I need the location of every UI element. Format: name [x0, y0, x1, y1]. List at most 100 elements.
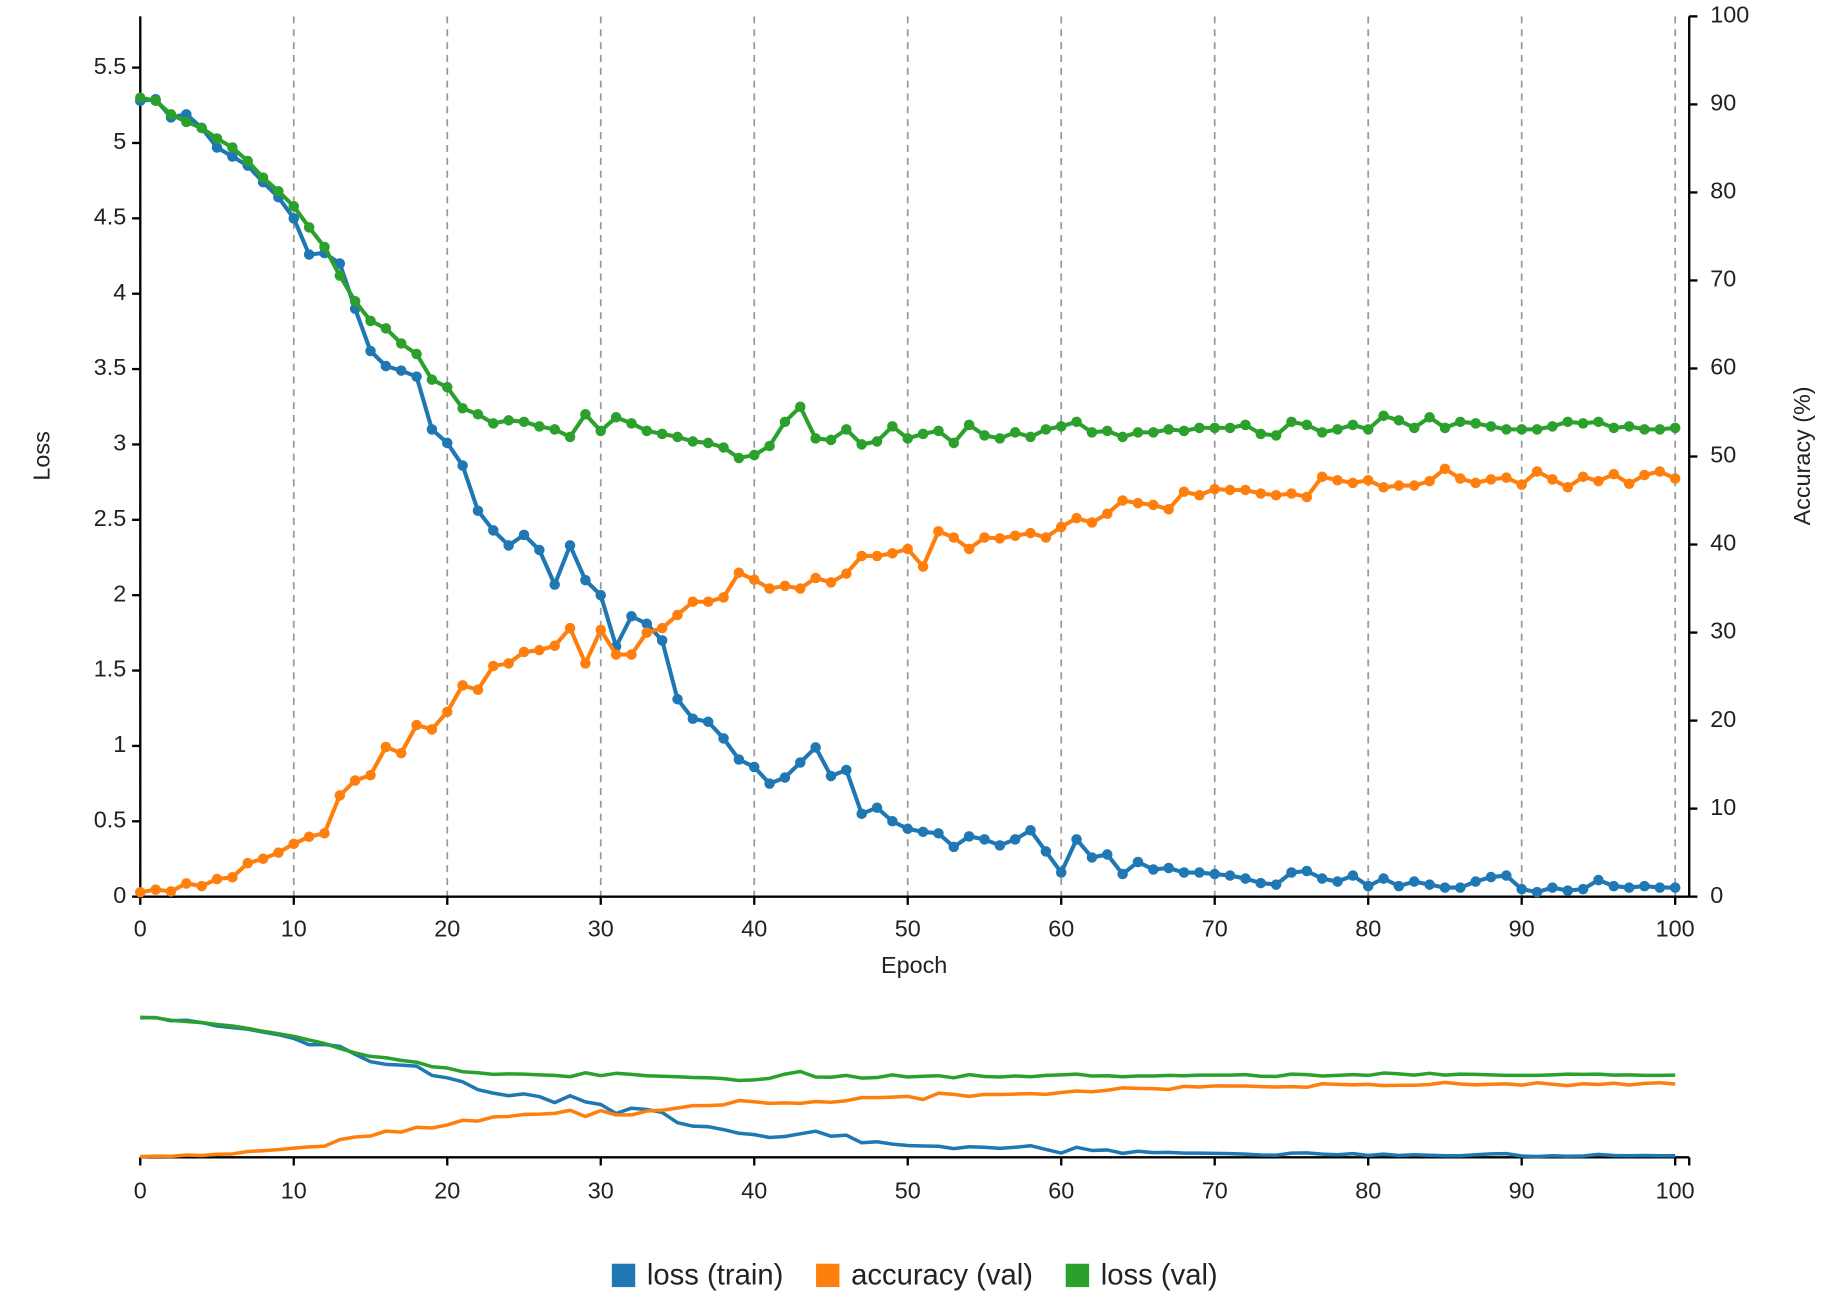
data-point — [273, 847, 284, 858]
data-point — [150, 884, 161, 895]
data-point — [1362, 475, 1374, 486]
y2-tick-label: 0 — [1710, 882, 1723, 908]
data-point — [1623, 882, 1635, 893]
data-point — [1516, 424, 1527, 435]
legend-label: loss (val) — [1101, 1259, 1218, 1291]
data-point — [810, 433, 821, 444]
y-tick-label: 0 — [113, 882, 126, 908]
data-point — [795, 401, 806, 413]
data-point — [1270, 489, 1282, 501]
data-point — [917, 826, 929, 838]
data-point — [656, 428, 668, 440]
data-point — [457, 680, 468, 691]
data-point — [349, 295, 361, 307]
data-point — [242, 857, 253, 869]
data-point — [1055, 867, 1067, 878]
data-point — [1132, 427, 1144, 438]
data-point — [933, 828, 944, 839]
data-point — [319, 241, 330, 253]
data-point — [764, 583, 775, 594]
data-point — [549, 579, 560, 590]
data-point — [503, 658, 514, 669]
data-point — [503, 415, 514, 426]
data-point — [1501, 870, 1512, 881]
y-axis-label: Loss — [28, 431, 54, 480]
context-x-tick-label: 100 — [1656, 1178, 1695, 1204]
data-point — [1209, 422, 1220, 434]
x-tick-label: 100 — [1656, 916, 1695, 942]
data-point — [764, 778, 775, 789]
data-point — [1669, 882, 1681, 893]
data-point — [626, 418, 637, 429]
data-point — [856, 550, 867, 562]
data-point — [795, 583, 806, 594]
data-point — [748, 449, 760, 461]
context-x-tick-label: 40 — [741, 1178, 767, 1204]
data-point — [841, 568, 852, 579]
data-point — [411, 348, 422, 360]
data-point — [1025, 431, 1036, 443]
data-point — [733, 567, 745, 578]
data-point — [1654, 466, 1666, 477]
data-point — [411, 719, 422, 731]
data-point — [1577, 418, 1589, 429]
data-point — [748, 761, 760, 773]
data-point — [1424, 475, 1435, 487]
data-point — [748, 574, 760, 586]
data-point — [1178, 867, 1190, 878]
data-point — [626, 649, 637, 660]
legend-label: accuracy (val) — [851, 1259, 1033, 1291]
data-point — [442, 381, 453, 393]
x-tick-label: 40 — [741, 916, 767, 942]
data-point — [1240, 873, 1251, 884]
data-point — [979, 834, 990, 845]
data-point — [1362, 880, 1374, 892]
y2-tick-label: 90 — [1710, 90, 1736, 116]
y2-axis-label: Accuracy (%) — [1789, 386, 1815, 525]
data-point — [442, 437, 453, 449]
data-point — [196, 880, 207, 892]
y-tick-label: 0.5 — [94, 806, 126, 832]
data-point — [1439, 882, 1451, 893]
data-point — [411, 371, 422, 382]
data-point — [181, 116, 192, 128]
data-point — [1347, 870, 1359, 881]
data-point — [1301, 491, 1313, 503]
data-point — [1071, 512, 1082, 524]
data-point — [135, 886, 146, 898]
y-tick-label: 4 — [113, 279, 126, 305]
data-point — [257, 172, 269, 183]
data-point — [1040, 532, 1052, 543]
data-point — [488, 660, 499, 672]
data-point — [1286, 867, 1297, 878]
data-point — [211, 133, 223, 144]
data-point — [948, 437, 960, 449]
data-point — [626, 611, 637, 622]
x-tick-label: 20 — [434, 916, 460, 942]
data-point — [242, 155, 253, 167]
data-point — [1362, 424, 1374, 435]
data-point — [825, 434, 837, 446]
data-point — [564, 431, 576, 443]
data-point — [963, 831, 975, 842]
y2-tick-label: 60 — [1710, 354, 1736, 380]
data-point — [564, 540, 576, 551]
data-point — [1316, 471, 1328, 483]
data-point — [488, 418, 499, 429]
y2-tick-label: 20 — [1710, 706, 1736, 732]
y-tick-label: 1 — [113, 731, 126, 757]
data-point — [1485, 474, 1497, 485]
y2-tick-label: 80 — [1710, 178, 1736, 204]
data-point — [1562, 416, 1574, 428]
data-point — [779, 772, 791, 783]
data-point — [227, 142, 238, 153]
data-point — [1654, 882, 1666, 893]
data-point — [227, 872, 238, 883]
data-point — [1255, 488, 1267, 499]
data-point — [135, 92, 146, 104]
data-point — [1516, 883, 1527, 895]
data-point — [1055, 521, 1067, 533]
data-point — [1301, 419, 1313, 431]
data-point — [1332, 876, 1343, 887]
